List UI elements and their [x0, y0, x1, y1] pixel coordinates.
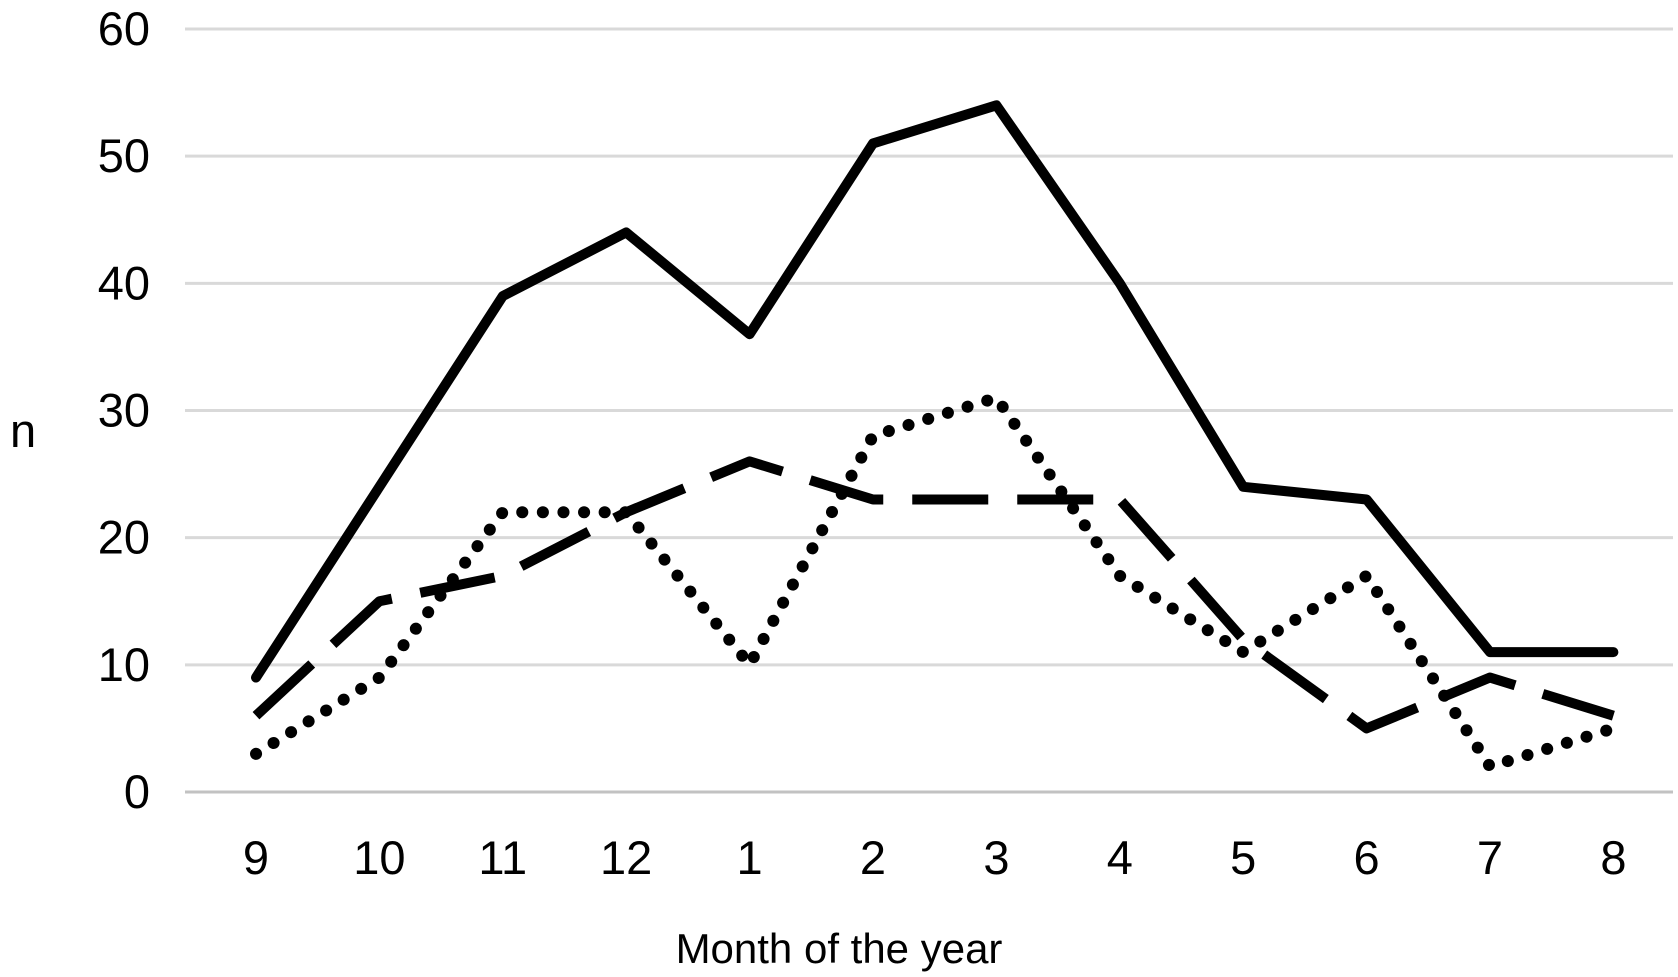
y-tick-label: 40 — [98, 256, 150, 309]
y-tick-label: 10 — [98, 638, 150, 691]
solid-line-series-path — [251, 100, 1619, 683]
dashed-line-series-path — [252, 456, 1615, 734]
x-tick-label: 9 — [243, 831, 269, 884]
x-tick-label: 4 — [1107, 831, 1133, 884]
y-tick-label: 60 — [98, 2, 150, 55]
x-tick-label: 10 — [353, 831, 405, 884]
x-tick-label: 11 — [478, 831, 527, 884]
dotted-line-series-path — [250, 391, 1620, 773]
y-tick-label: 0 — [124, 765, 150, 818]
x-tick-label: 8 — [1600, 831, 1626, 884]
y-tick-label: 20 — [98, 511, 150, 564]
x-axis-title: Month of the year — [675, 925, 1003, 972]
x-tick-label: 1 — [737, 831, 763, 884]
x-tick-label: 6 — [1354, 831, 1380, 884]
y-axis-title: n — [10, 404, 37, 457]
x-tick-label: 7 — [1477, 831, 1503, 884]
x-tick-label: 2 — [860, 831, 886, 884]
x-tick-label: 3 — [983, 831, 1009, 884]
x-tick-label: 12 — [600, 831, 652, 884]
x-tick-label: 5 — [1230, 831, 1256, 884]
y-tick-label: 30 — [98, 384, 150, 437]
y-tick-label: 50 — [98, 129, 150, 182]
